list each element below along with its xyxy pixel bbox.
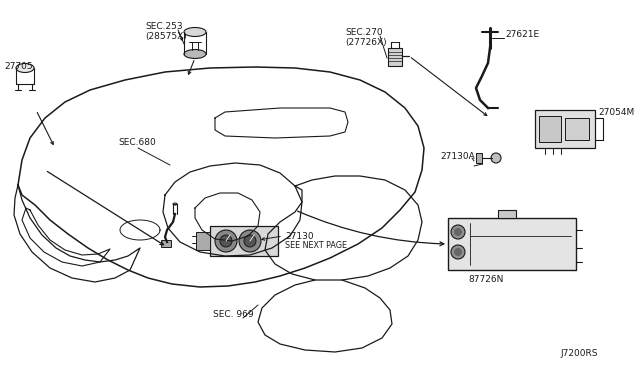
Circle shape (220, 235, 232, 247)
Circle shape (451, 225, 465, 239)
Circle shape (454, 228, 462, 236)
Circle shape (491, 153, 501, 163)
Ellipse shape (173, 203, 177, 205)
FancyBboxPatch shape (476, 153, 482, 163)
Text: 27705: 27705 (4, 62, 33, 71)
FancyBboxPatch shape (196, 232, 210, 250)
FancyBboxPatch shape (535, 110, 595, 148)
Text: SEC. 969: SEC. 969 (213, 310, 253, 319)
Text: SEC.680: SEC.680 (118, 138, 156, 147)
FancyBboxPatch shape (388, 48, 402, 66)
Text: J7200RS: J7200RS (561, 349, 598, 358)
FancyBboxPatch shape (210, 226, 278, 256)
FancyBboxPatch shape (498, 210, 516, 218)
Text: SEC.270: SEC.270 (345, 28, 383, 37)
Circle shape (239, 230, 261, 252)
Text: 87726N: 87726N (468, 275, 504, 284)
Circle shape (454, 248, 462, 256)
Ellipse shape (184, 49, 206, 58)
Text: 27621E: 27621E (505, 30, 539, 39)
Ellipse shape (184, 28, 206, 36)
Circle shape (215, 230, 237, 252)
FancyBboxPatch shape (448, 218, 576, 270)
Text: 27054M: 27054M (598, 108, 634, 117)
Text: 27130A: 27130A (440, 152, 475, 161)
Circle shape (451, 245, 465, 259)
Text: SEE NEXT PAGE: SEE NEXT PAGE (285, 241, 347, 250)
FancyBboxPatch shape (539, 116, 561, 142)
Text: (27726X): (27726X) (345, 38, 387, 47)
Circle shape (244, 235, 256, 247)
Text: 27130: 27130 (285, 232, 314, 241)
Ellipse shape (16, 64, 34, 73)
FancyBboxPatch shape (565, 118, 589, 140)
FancyBboxPatch shape (161, 240, 171, 247)
Text: (28575X): (28575X) (145, 32, 187, 41)
Text: SEC.253: SEC.253 (145, 22, 182, 31)
